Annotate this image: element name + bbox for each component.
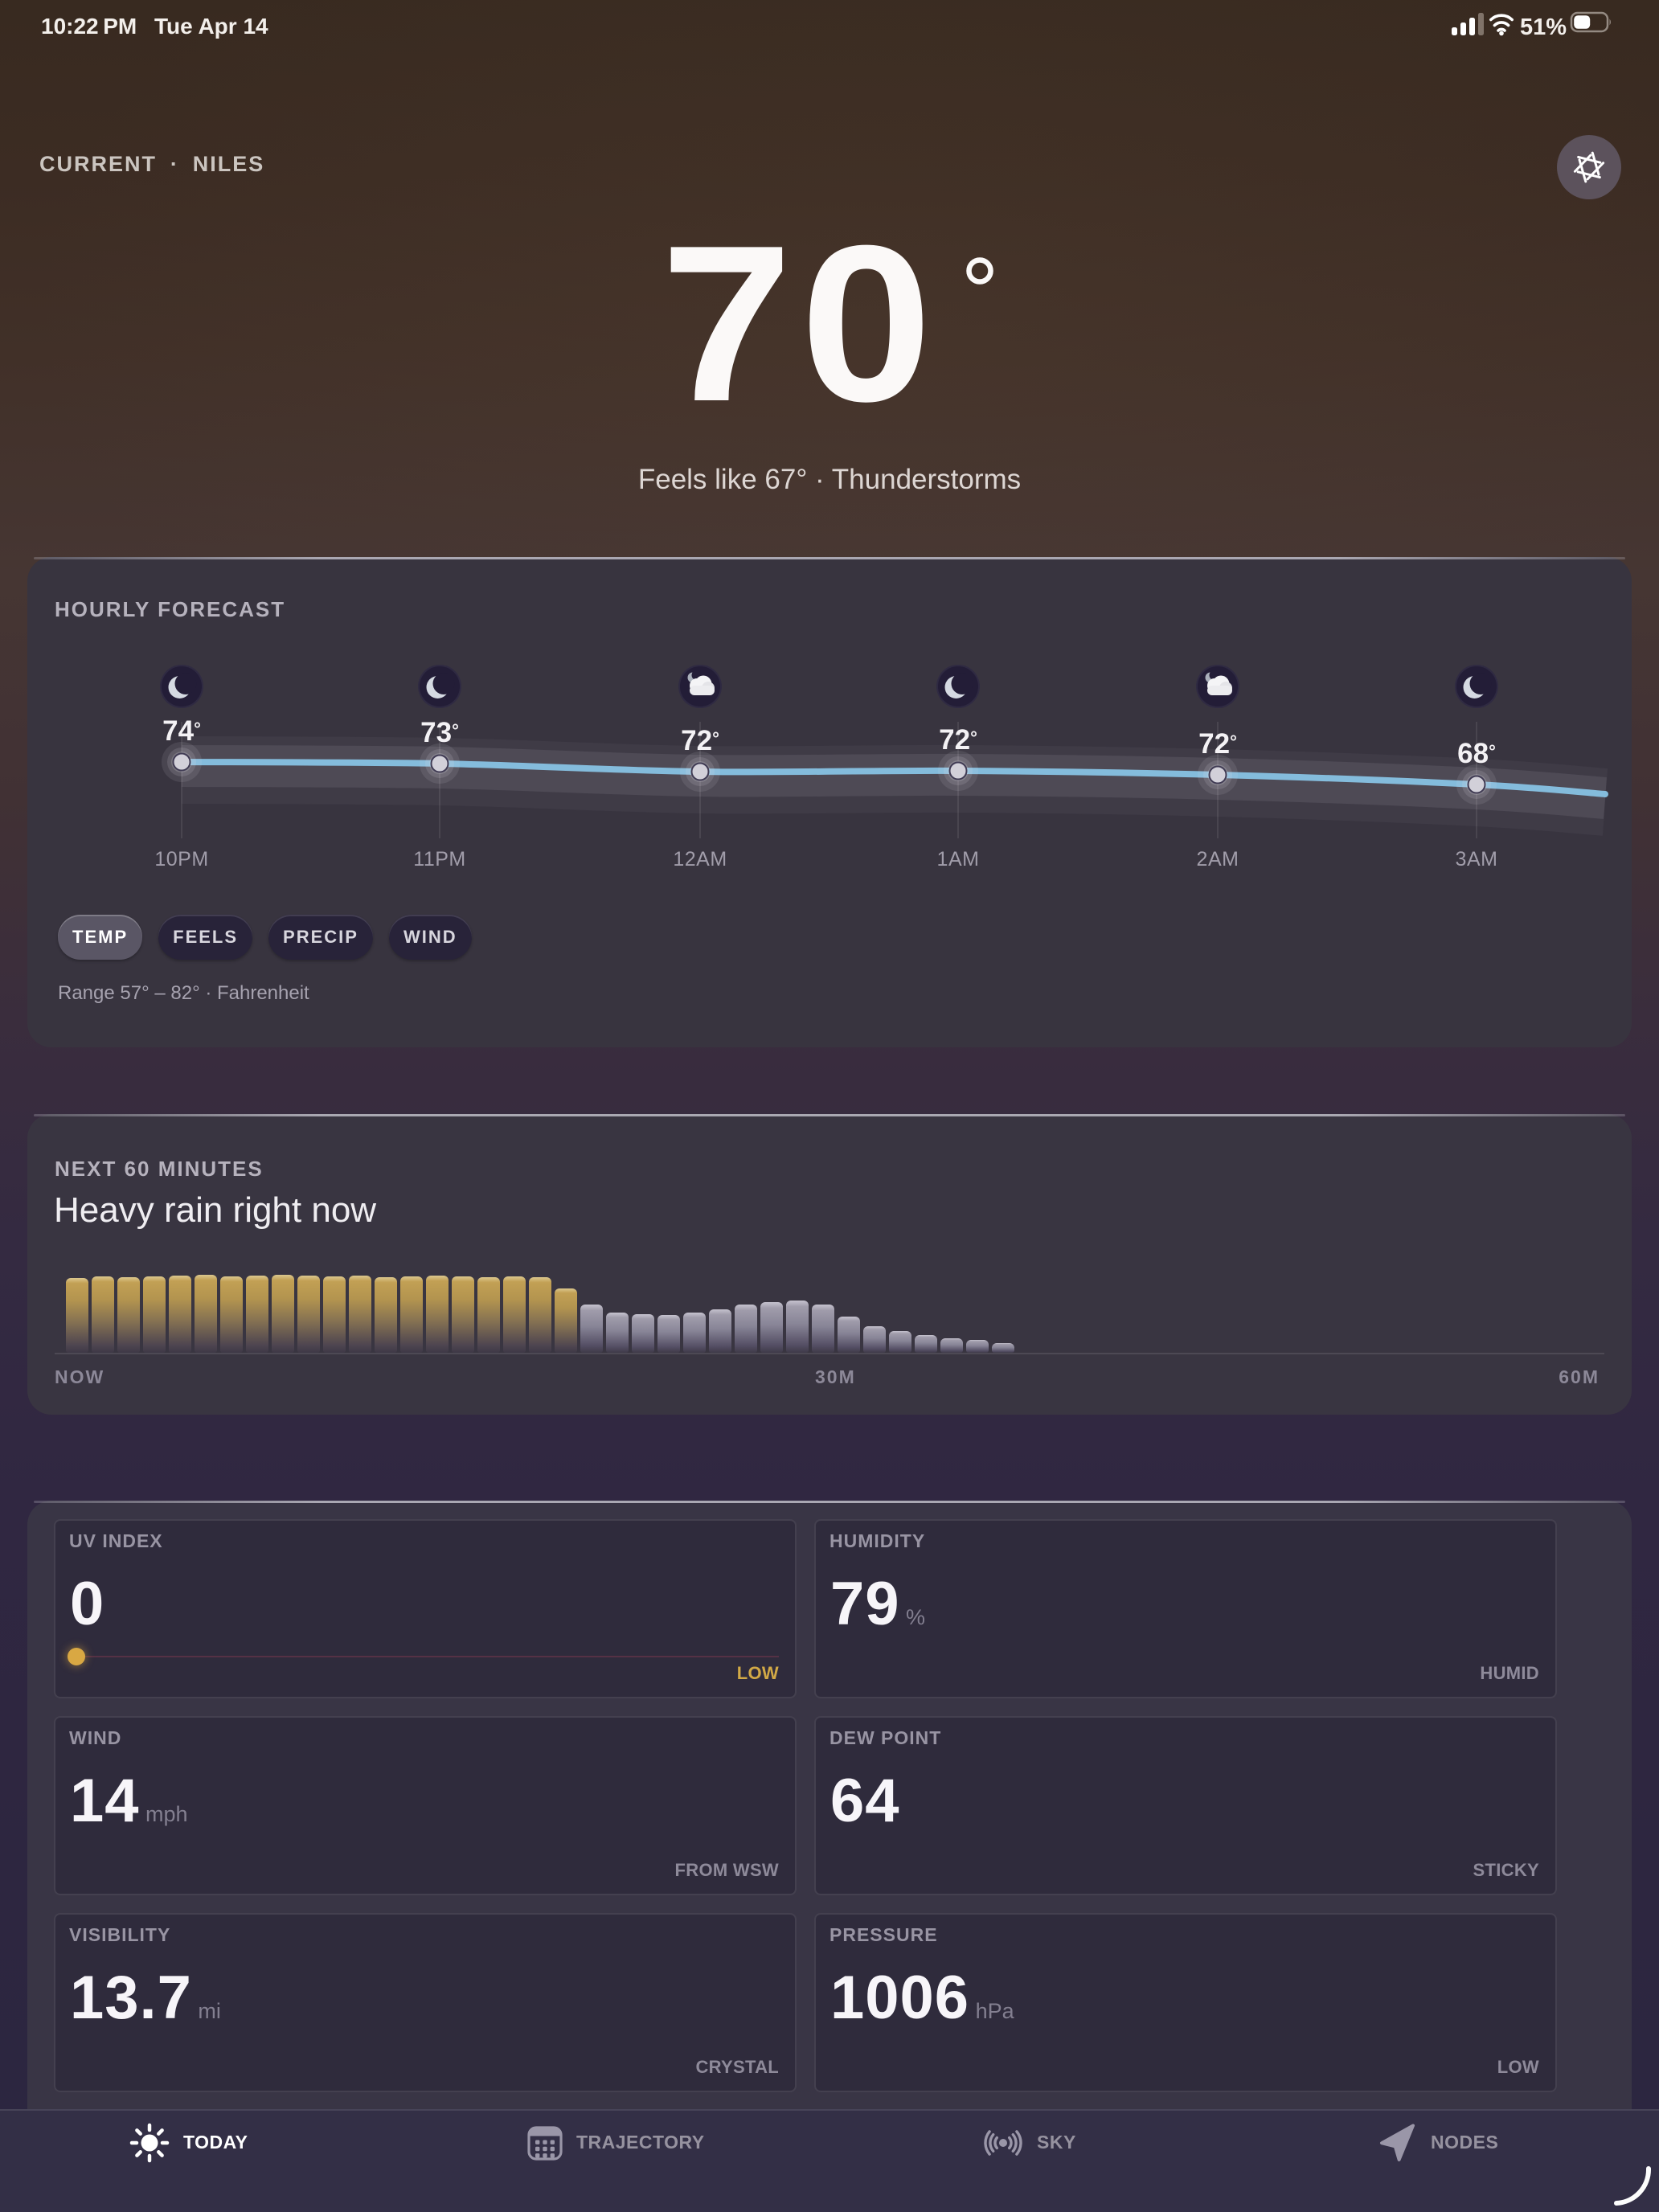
svg-text:51%: 51% — [1520, 14, 1567, 40]
